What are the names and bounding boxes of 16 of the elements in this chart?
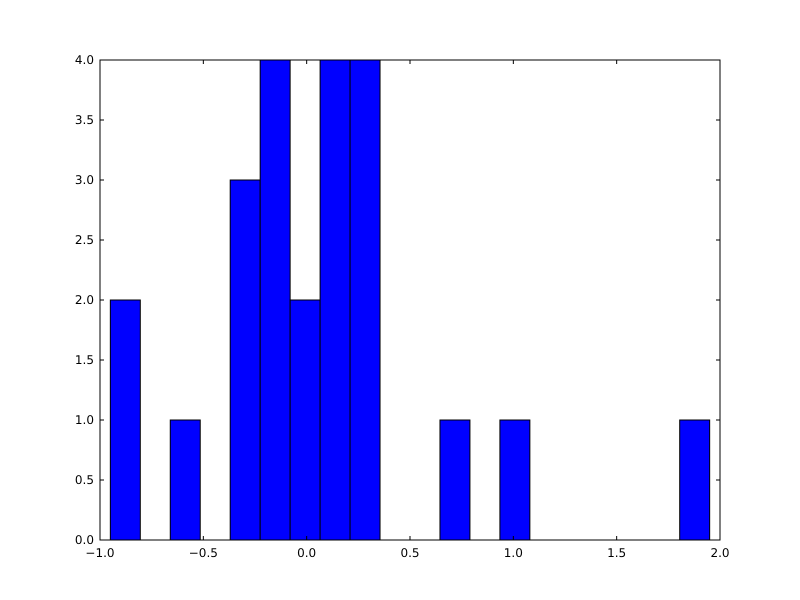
x-tick-label: 1.5 <box>607 546 626 560</box>
x-tick-label: 0.0 <box>297 546 316 560</box>
y-tick-label: 2.0 <box>74 293 94 308</box>
y-tick-label: 1.5 <box>74 353 94 368</box>
y-tick-label: 1.0 <box>74 413 94 428</box>
y-tick-label: 3.0 <box>74 173 94 188</box>
y-tick-label: 0.0 <box>74 533 94 548</box>
y-tick-label: 3.5 <box>74 113 94 128</box>
x-tick-label: 2.0 <box>710 546 730 560</box>
x-tick-label: −1.0 <box>85 546 115 560</box>
x-tick-label: 1.0 <box>504 546 523 560</box>
x-tick-label: −0.5 <box>188 546 218 560</box>
y-tick-label: 0.5 <box>74 473 94 488</box>
x-tick-label: 0.5 <box>400 546 420 560</box>
y-tick-label: 2.5 <box>74 233 94 248</box>
y-tick-label: 4.0 <box>74 53 94 68</box>
